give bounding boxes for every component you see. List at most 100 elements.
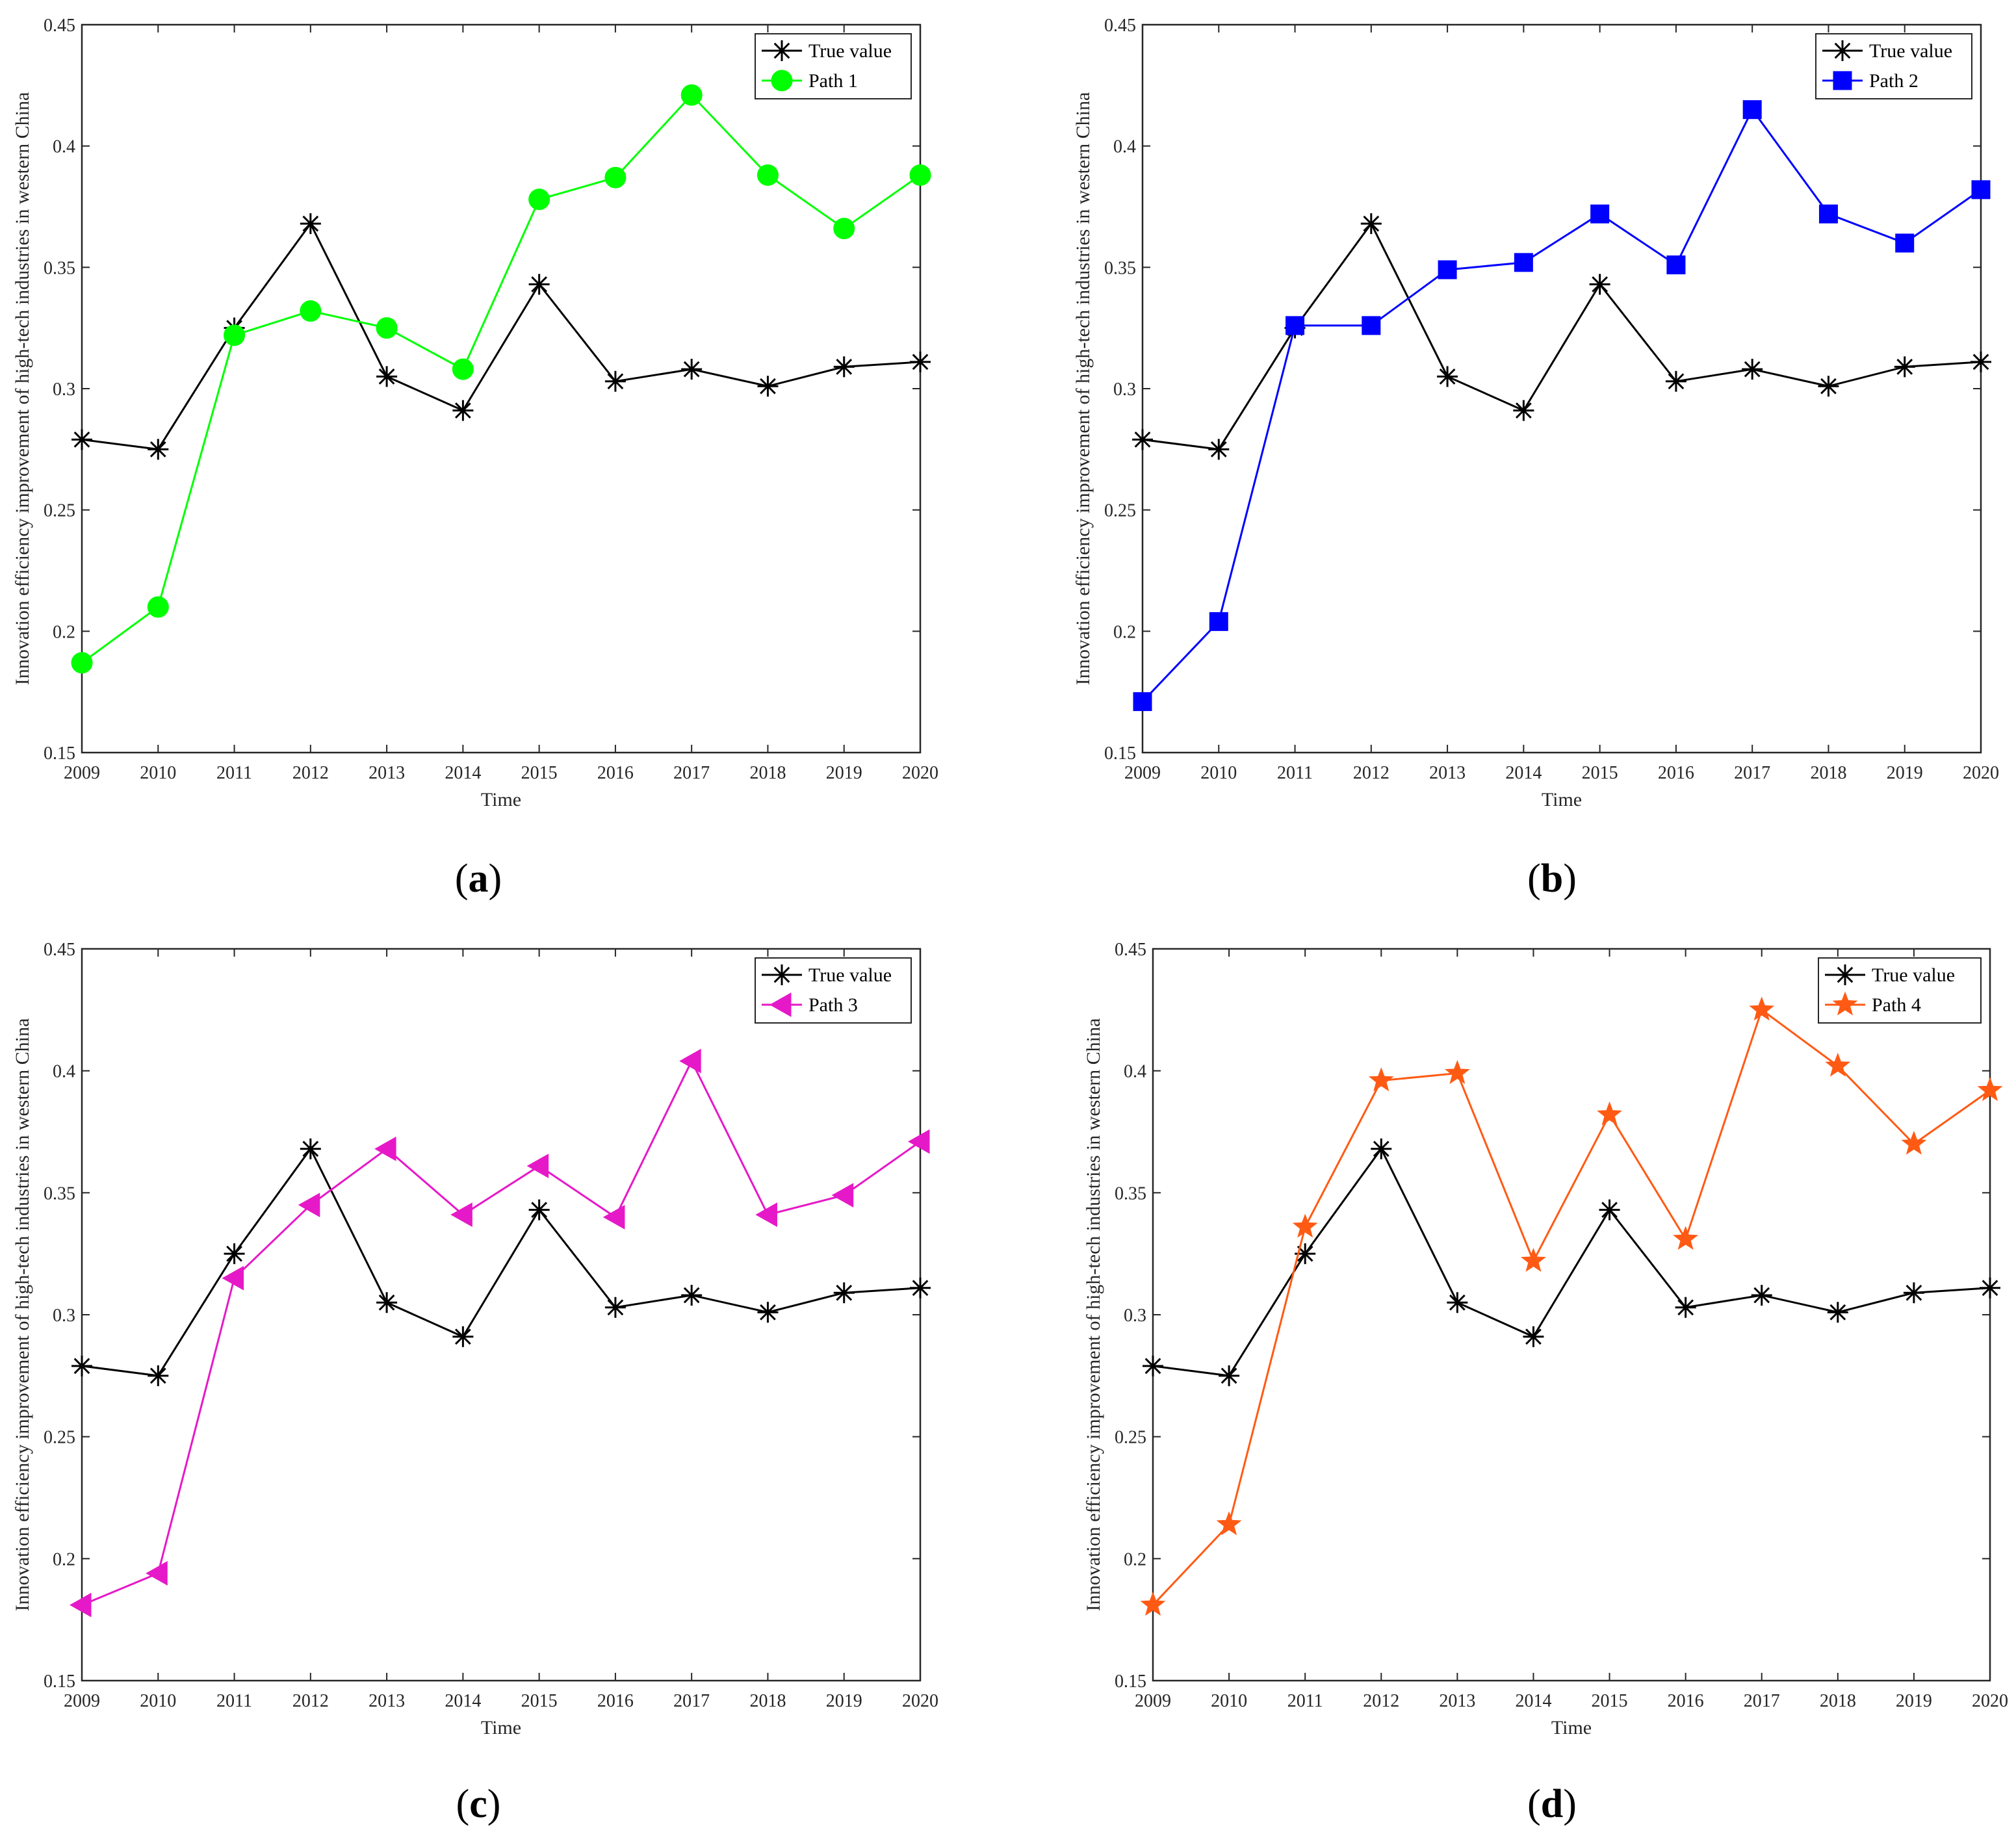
plot-area-frame	[81, 23, 922, 754]
x-tick-label: 2011	[216, 763, 252, 783]
y-tick-label: 0.35	[1104, 258, 1136, 278]
data-point	[1444, 1059, 1470, 1084]
data-point	[1818, 204, 1838, 224]
x-tick-label: 2016	[597, 763, 634, 783]
data-point	[910, 351, 931, 372]
plot-area-frame	[1141, 23, 1982, 754]
x-tick-label: 2013	[368, 763, 405, 783]
data-point	[1216, 1511, 1242, 1536]
data-point	[528, 188, 550, 211]
chart-panel-a: 0.15 0.2 0.25 0.3 0.35 0.4 0.45 2009 2010 2011 201…	[12, 16, 938, 901]
chart-panel-c: 0.15 0.2 0.25 0.3 0.35 0.4 0.45 2009 2010 2011 201…	[12, 940, 938, 1826]
x-tick-label: 2020	[1972, 1691, 2008, 1711]
legend: True value Path 3	[755, 957, 912, 1024]
x-tick-label: 2013	[368, 1691, 405, 1711]
series-true-value	[71, 213, 931, 460]
legend-label: True value	[808, 40, 892, 62]
series-path-2	[1133, 100, 1991, 712]
x-tick-label: 2020	[902, 1691, 938, 1711]
data-point	[1286, 316, 1305, 335]
legend-label: True value	[1872, 964, 1955, 986]
x-tick-label: 2015	[521, 1691, 558, 1711]
data-point	[300, 300, 322, 322]
y-tick-label: 0.2	[53, 622, 75, 642]
data-point	[69, 1592, 92, 1618]
data-point	[602, 1205, 625, 1230]
x-tick-label: 2012	[292, 763, 329, 783]
x-tick-label: 2014	[1515, 1691, 1551, 1711]
legend-label: Path 2	[1869, 70, 1919, 92]
x-tick-label: 2020	[902, 763, 938, 783]
y-tick-label: 0.35	[44, 258, 75, 278]
y-axis-label: Innovation efficiency improvement of hig…	[12, 1018, 33, 1612]
data-point	[604, 370, 626, 392]
x-tick-label: 2010	[1211, 1691, 1247, 1711]
data-point	[1903, 1282, 1924, 1304]
data-point	[681, 1284, 703, 1306]
data-point	[1523, 1326, 1544, 1347]
y-tick-label: 0.2	[1113, 622, 1136, 642]
plot-area-frame	[1152, 948, 1991, 1682]
panel-caption: (b)	[1527, 857, 1577, 901]
chart-panel-d: 0.15 0.2 0.25 0.3 0.35 0.4 0.45 2009 2010 2011 201…	[1083, 940, 2008, 1826]
x-axis-label: Time	[481, 1717, 521, 1738]
data-point	[604, 166, 627, 188]
data-point	[300, 1138, 321, 1159]
x-tick-label: 2012	[1353, 763, 1389, 783]
x-tick-label: 2009	[1124, 763, 1161, 783]
data-point	[604, 1297, 626, 1318]
data-point	[1980, 1277, 2000, 1298]
y-tick-label: 0.35	[44, 1183, 75, 1204]
data-point	[1827, 1302, 1848, 1323]
x-axis-label: Time	[1551, 1717, 1592, 1738]
data-point	[910, 1277, 931, 1298]
data-point	[1219, 1365, 1240, 1386]
data-point	[679, 1048, 701, 1074]
data-point	[756, 164, 779, 186]
data-point	[1295, 1243, 1316, 1265]
chart-panel-b: 0.15 0.2 0.25 0.3 0.35 0.4 0.45 2009 2010 2011 201…	[1072, 16, 1999, 901]
data-point	[1894, 356, 1915, 378]
series-path-4	[1140, 996, 2003, 1616]
x-tick-label: 2017	[673, 763, 710, 783]
data-point	[1513, 400, 1534, 421]
x-tick-label: 2009	[1135, 1691, 1171, 1711]
x-tick-label: 2012	[292, 1691, 329, 1711]
x-tick-label: 2014	[1505, 763, 1542, 783]
data-point	[1360, 213, 1382, 235]
x-tick-label: 2018	[1820, 1691, 1856, 1711]
data-point	[1437, 366, 1458, 387]
x-tick-label: 2011	[1287, 1691, 1323, 1711]
y-tick-label: 0.15	[44, 743, 75, 764]
series-line	[81, 1146, 921, 1377]
x-tick-label: 2017	[1744, 1691, 1780, 1711]
data-point	[1599, 1199, 1620, 1221]
data-point	[1895, 233, 1915, 253]
y-tick-label: 0.45	[1115, 940, 1146, 960]
y-tick-label: 0.45	[1104, 16, 1136, 36]
x-tick-label: 2019	[1887, 763, 1923, 783]
panel-caption: (d)	[1527, 1782, 1577, 1826]
x-tick-label: 2016	[1658, 763, 1694, 783]
data-point	[147, 596, 169, 618]
data-point	[224, 1243, 245, 1265]
y-axis-label: Innovation efficiency improvement of hig…	[12, 92, 33, 686]
x-tick-label: 2015	[521, 763, 558, 783]
y-tick-label: 0.15	[44, 1672, 75, 1692]
data-point	[71, 429, 92, 450]
x-tick-label: 2009	[64, 1691, 100, 1711]
legend-marker	[771, 964, 792, 985]
y-tick-label: 0.4	[1124, 1062, 1146, 1082]
data-point	[1589, 274, 1610, 295]
legend: True value Path 4	[1818, 957, 1982, 1024]
y-axis-label: Innovation efficiency improvement of hig…	[1072, 92, 1094, 686]
legend: True value Path 2	[1815, 33, 1972, 99]
data-point	[450, 1202, 472, 1227]
x-tick-label: 2010	[1200, 763, 1237, 783]
legend-label: Path 4	[1872, 994, 1921, 1016]
x-tick-label: 2020	[1963, 763, 1999, 783]
y-tick-label: 0.2	[1124, 1549, 1146, 1569]
data-point	[757, 376, 779, 397]
y-tick-label: 0.2	[53, 1549, 75, 1569]
